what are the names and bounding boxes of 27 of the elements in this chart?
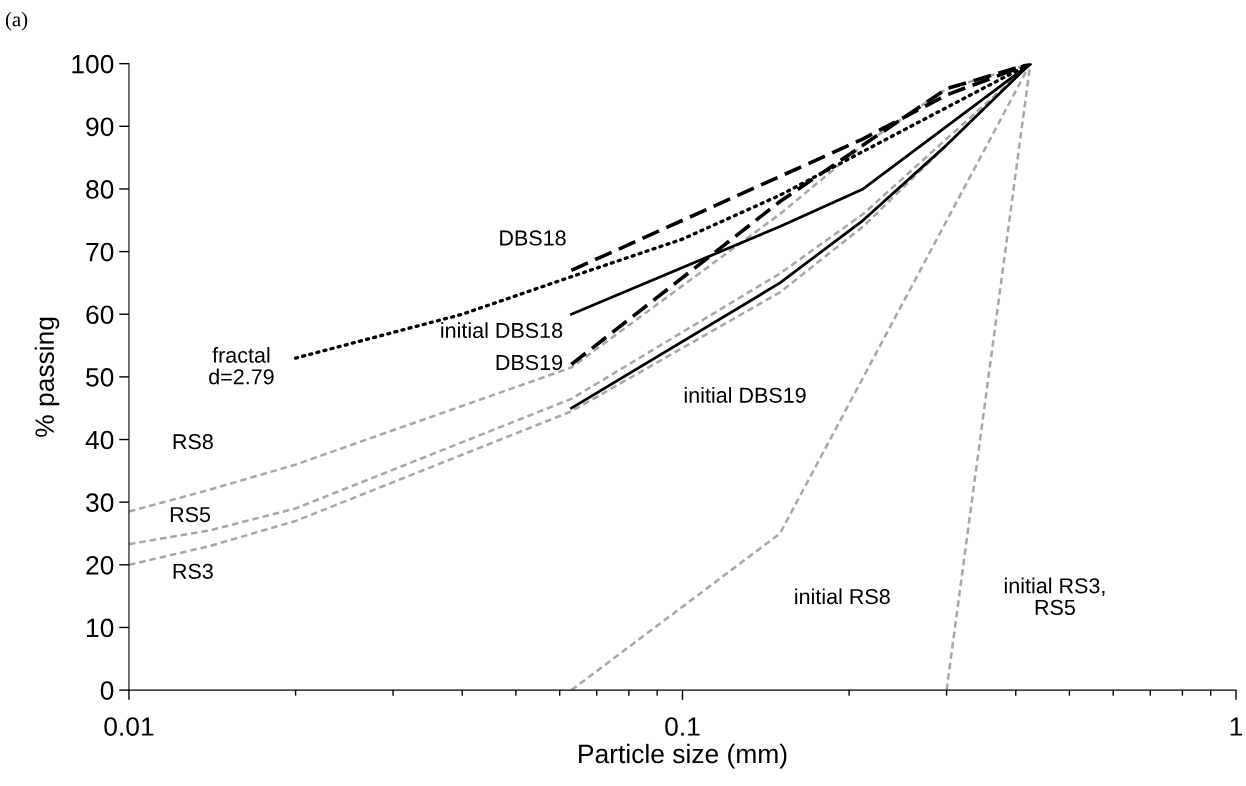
x-axis-title: Particle size (mm) [579,743,787,769]
y-tick-label: 10 [87,618,114,638]
y-tick-label: 60 [86,305,114,325]
series-label: initial RS3, RS5 [1004,577,1105,616]
y-tick-label: 70 [86,242,114,262]
x-tick-label: 0.1 [665,717,700,736]
y-tick-label: 80 [86,180,114,199]
y-tick-label: 90 [86,117,114,137]
series-label: initial DBS19 [684,387,806,403]
y-axis-title: % passing [34,317,60,437]
y-tick-label: 0 [100,681,114,700]
y-tick-label: 50 [86,368,114,387]
series-label: fractal d=2.79 [209,346,274,385]
x-tick-label: 0.01 [104,717,154,736]
y-tick-label: 30 [86,493,114,512]
series-label: RS5 [170,506,211,523]
y-tick-label: 20 [86,555,114,575]
series-label: initial DBS18 [441,322,563,339]
x-tick-label: 1 [1230,717,1243,736]
series-label: RS8 [173,434,213,450]
series-label: RS3 [173,563,213,579]
series-label: DBS19 [496,354,563,371]
series-label: DBS18 [500,230,566,246]
y-tick-label: 40 [85,430,114,450]
text: initial RS8 [795,588,890,605]
text: (a) [5,11,28,31]
y-tick-label: 100 [72,54,114,74]
